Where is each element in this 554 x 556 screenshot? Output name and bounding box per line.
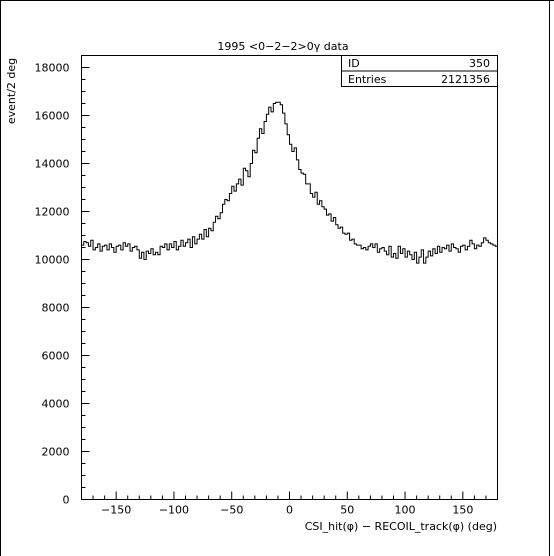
y-tick-label: 16000 bbox=[35, 110, 70, 123]
y-tick-label: 4000 bbox=[42, 398, 70, 411]
x-tick-label: 50 bbox=[340, 504, 354, 517]
y-tick-label: 10000 bbox=[35, 254, 70, 267]
chart-title: 1995 <0−2−2>0γ data bbox=[217, 40, 348, 53]
y-tick-label: 14000 bbox=[35, 158, 70, 171]
y-axis-ticks: 0 2000 4000 6000 8000 10000 12000 14000 16000 180… bbox=[35, 55, 90, 507]
x-tick-label: 0 bbox=[286, 504, 293, 517]
histogram-series bbox=[81, 101, 498, 264]
stats-entries-label: Entries bbox=[348, 73, 387, 86]
stats-entries-value: 2121356 bbox=[441, 73, 490, 86]
x-tick-label: −50 bbox=[220, 504, 243, 517]
y-tick-label: 2000 bbox=[42, 446, 70, 459]
y-tick-label: 18000 bbox=[35, 62, 70, 75]
x-tick-label: 100 bbox=[395, 504, 416, 517]
stats-box: ID 350 Entries 2121356 bbox=[341, 55, 498, 87]
y-axis-label: event/2 deg bbox=[5, 58, 18, 124]
x-axis-ticks: −150 −100 −50 0 50 100 150 bbox=[81, 491, 498, 517]
y-tick-label: 12000 bbox=[35, 206, 70, 219]
plot-frame bbox=[81, 55, 498, 500]
stats-id-value: 350 bbox=[469, 57, 490, 70]
x-tick-label: −100 bbox=[159, 504, 189, 517]
x-tick-label: 150 bbox=[452, 504, 473, 517]
y-tick-label: 6000 bbox=[42, 350, 70, 363]
y-tick-label: 8000 bbox=[42, 302, 70, 315]
stats-id-label: ID bbox=[348, 57, 360, 70]
x-tick-label: −150 bbox=[101, 504, 131, 517]
y-tick-label: 0 bbox=[63, 494, 70, 507]
x-axis-label: CSI_hit(φ) − RECOIL_track(φ) (deg) bbox=[305, 520, 497, 533]
